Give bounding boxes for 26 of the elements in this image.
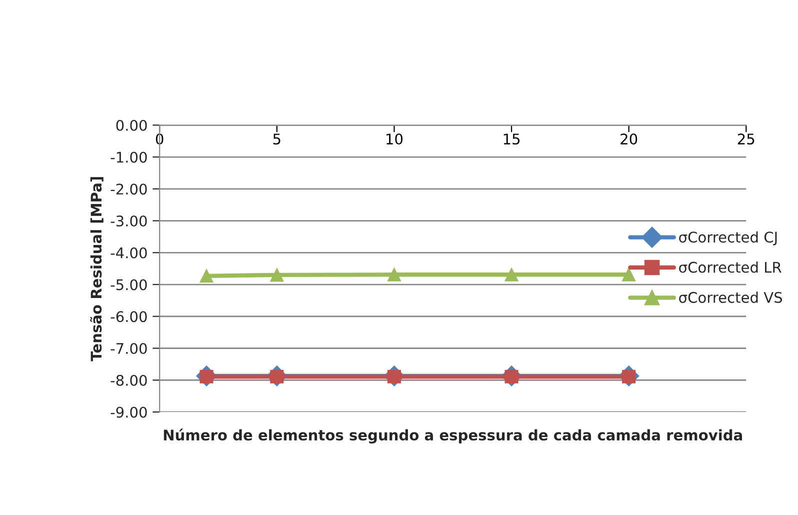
point bbox=[200, 269, 214, 283]
x-tick-label: 10 bbox=[386, 134, 403, 145]
y-tick-label: -1.00 bbox=[110, 152, 147, 163]
y-tick-label: -9.00 bbox=[110, 406, 147, 418]
point bbox=[387, 268, 401, 282]
y-tick-label: -7.00 bbox=[110, 342, 147, 354]
legend-label: σCorrected LR bbox=[679, 262, 782, 273]
point bbox=[270, 268, 284, 282]
x-axis-title: Número de elementos segundo a espessura de cada camada removida bbox=[164, 428, 742, 444]
y-axis-title: Tensão Residual [MPa] bbox=[90, 177, 104, 362]
y-tick-label: -8.00 bbox=[110, 374, 147, 386]
y-tick-label: -5.00 bbox=[110, 279, 147, 290]
x-tick-label: 15 bbox=[504, 134, 520, 145]
y-tick-label: -6.00 bbox=[110, 311, 147, 322]
point bbox=[622, 268, 636, 282]
x-tick-label: 5 bbox=[273, 134, 280, 145]
x-tick-label: 20 bbox=[620, 134, 638, 145]
x-tick-label: 0 bbox=[156, 134, 164, 145]
legend-label: σCorrected VS bbox=[679, 292, 782, 303]
legend-label: σCorrected CJ bbox=[679, 231, 777, 246]
y-tick-label: -3.00 bbox=[110, 215, 147, 227]
point bbox=[504, 268, 518, 282]
x-tick-label: 25 bbox=[738, 134, 754, 145]
y-tick-label: -2.00 bbox=[110, 184, 147, 195]
y-tick-label: -4.00 bbox=[110, 247, 147, 258]
y-tick-label: 0.00 bbox=[116, 120, 147, 131]
